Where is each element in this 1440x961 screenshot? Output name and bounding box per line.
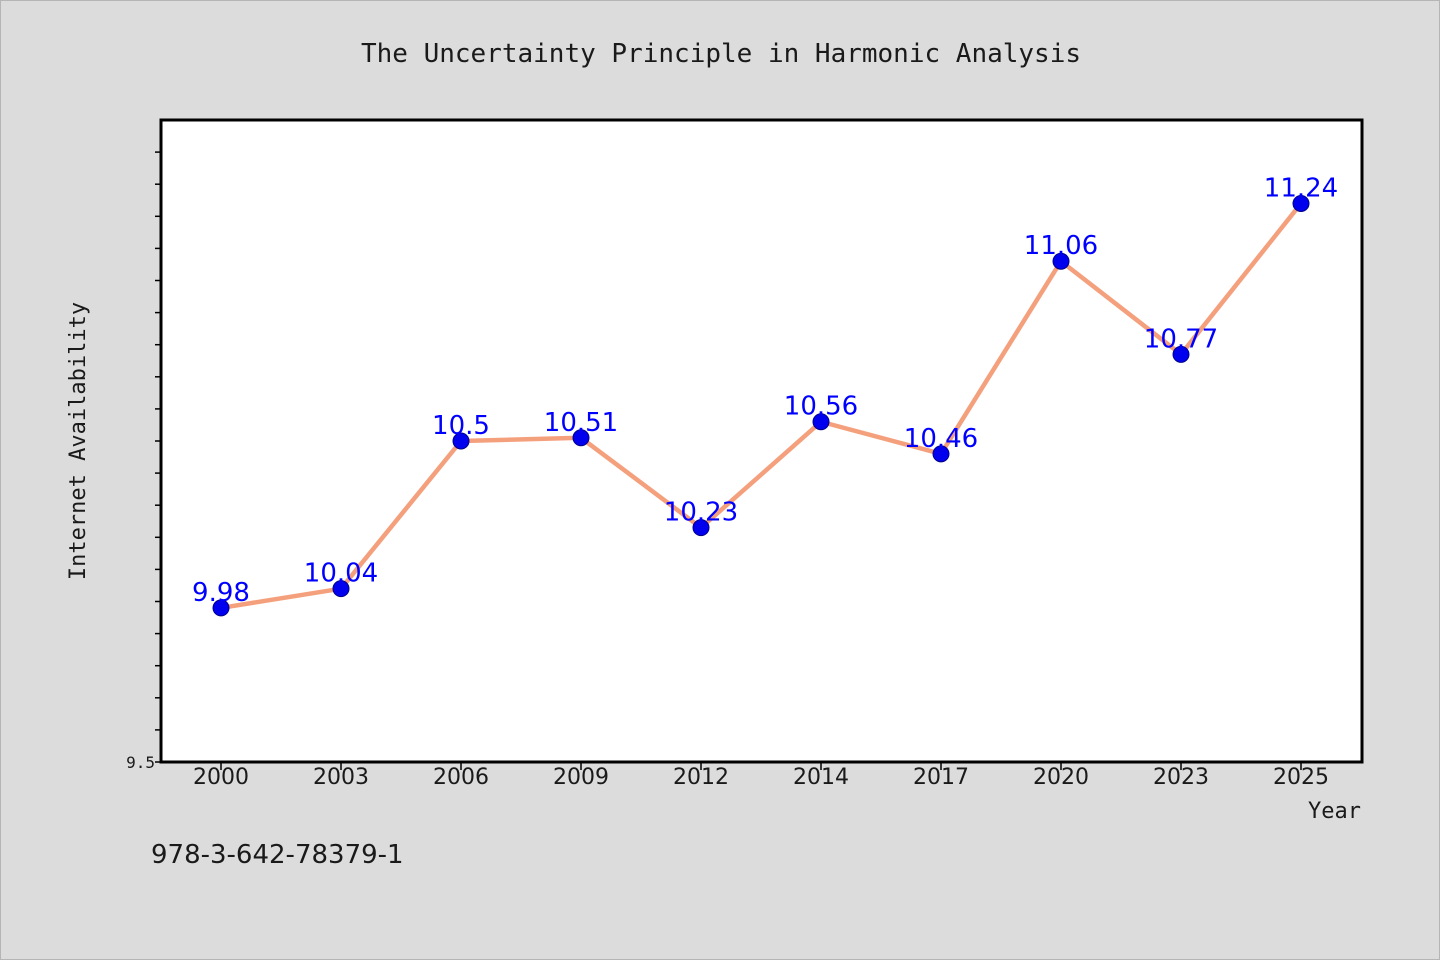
- x-tick-label: 2012: [673, 765, 729, 790]
- data-label: 10.23: [664, 498, 738, 528]
- data-point: [572, 429, 590, 447]
- data-point: [692, 519, 710, 537]
- x-tick-label: 2000: [193, 765, 249, 790]
- y-tick-label: 9.5: [126, 753, 155, 772]
- data-labels: 9.98 10.04 10.5 10.51 10.23 10.56 10.46 11.06 10…: [192, 173, 1338, 607]
- data-point: [812, 413, 830, 431]
- data-label: 10.5: [432, 411, 490, 441]
- x-axis-ticks: 2000 2003 2006 2009 2012 2014 2017 2020 2023 2025: [193, 762, 1329, 790]
- y-axis-ticks: 9.5: [126, 151, 161, 772]
- x-tick-label: 2017: [913, 765, 969, 790]
- x-tick-label: 2003: [313, 765, 369, 790]
- data-point: [1292, 194, 1310, 212]
- x-tick-label: 2023: [1153, 765, 1209, 790]
- data-label: 10.51: [544, 408, 618, 438]
- data-point: [932, 445, 950, 463]
- x-tick-label: 2014: [793, 765, 849, 790]
- data-label: 10.46: [904, 424, 978, 454]
- data-point: [452, 432, 470, 450]
- data-label: 10.77: [1144, 324, 1218, 354]
- x-tick-label: 2009: [553, 765, 609, 790]
- data-label: 11.06: [1024, 231, 1098, 261]
- data-label: 9.98: [192, 578, 250, 608]
- y-axis-label: Internet Availability: [66, 302, 91, 580]
- plot-area: [159, 118, 1364, 764]
- isbn-text: 978-3-642-78379-1: [151, 840, 404, 870]
- data-label: 10.56: [784, 392, 858, 422]
- data-point: [332, 580, 350, 598]
- data-point: [1052, 252, 1070, 270]
- x-axis-label: Year: [1308, 799, 1361, 824]
- data-point: [212, 599, 230, 617]
- data-label: 10.04: [304, 559, 378, 589]
- x-tick-label: 2025: [1273, 765, 1329, 790]
- series-group: [212, 194, 1310, 617]
- data-point: [1172, 345, 1190, 363]
- chart-title: The Uncertainty Principle in Harmonic An…: [361, 39, 1081, 69]
- series-line: [218, 201, 1304, 611]
- x-tick-label: 2006: [433, 765, 489, 790]
- x-tick-label: 2020: [1033, 765, 1089, 790]
- data-label: 11.24: [1264, 173, 1338, 203]
